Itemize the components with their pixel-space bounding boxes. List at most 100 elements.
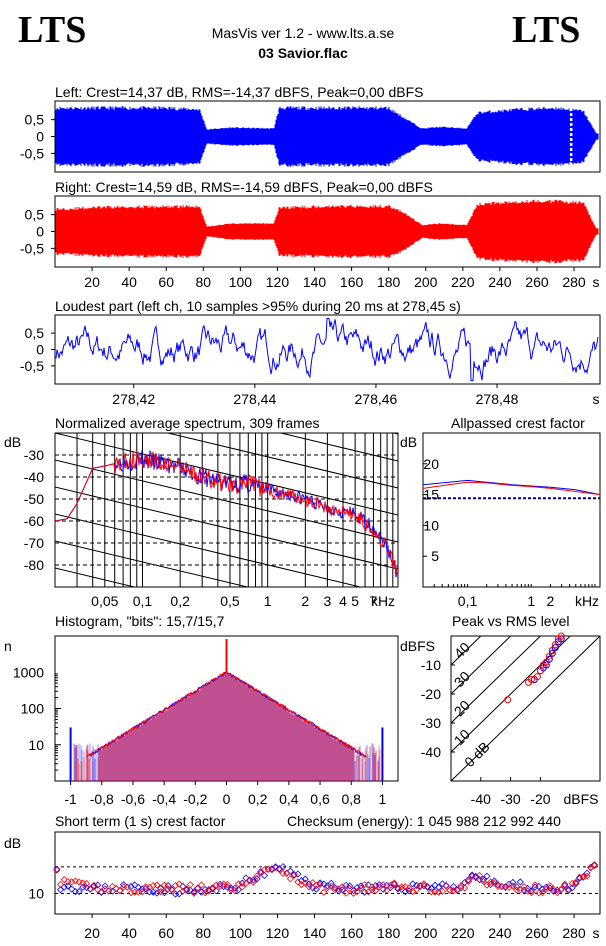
crest-xtick: 40	[121, 925, 137, 941]
crest-point-left	[561, 880, 569, 888]
spectrum-ytick: -50	[24, 491, 44, 507]
spectrum-xtick: 0,2	[170, 593, 190, 609]
crest-point-left	[212, 887, 220, 895]
crest-point-right	[390, 879, 398, 887]
crest-point-right	[357, 884, 365, 892]
crest-point-right	[286, 875, 294, 883]
crest-point-right	[561, 882, 569, 890]
peak-rms-label: Peak vs RMS level	[452, 613, 569, 629]
crest-point-right	[94, 885, 102, 894]
spectrum-xtick: 7	[370, 593, 378, 609]
crest-point-left	[576, 874, 584, 882]
spectrum-slope-line	[55, 567, 137, 587]
time-axis-label: 140	[303, 274, 327, 290]
crest-point-right	[186, 881, 194, 889]
time-axis-unit: s	[593, 274, 600, 290]
histogram-xtick: -0,6	[121, 791, 145, 807]
crest-point-right	[212, 881, 220, 889]
crest-point-right	[568, 879, 576, 888]
crest-point-left	[568, 884, 576, 892]
crest-point-left	[301, 875, 309, 883]
crest-point-right	[75, 878, 83, 886]
crest-point-right	[68, 878, 76, 886]
crest-point-right	[453, 886, 461, 894]
crest-point-right	[290, 871, 298, 879]
allpass-ytick: 10	[423, 517, 439, 533]
allpass-ytick: 15	[423, 487, 439, 503]
crest-point-left	[290, 871, 298, 879]
crest-point-right	[246, 876, 254, 884]
crest-point-right	[305, 883, 313, 891]
crest-point-right	[253, 872, 261, 880]
crest-ytick: 10	[28, 886, 44, 902]
crest-point-right	[112, 884, 120, 893]
time-axis-label: 180	[377, 274, 401, 290]
peak-rms-point-right	[551, 641, 559, 649]
allpass-ytick: 5	[431, 548, 439, 564]
crest-point-right	[475, 871, 484, 880]
crest-point-right	[557, 885, 565, 893]
crest-xtick: 60	[158, 925, 174, 941]
crest-point-left	[53, 865, 61, 873]
crest-point-right	[272, 864, 280, 872]
crest-point-right	[283, 869, 291, 878]
crest-point-right	[175, 880, 183, 888]
crest-label: Short term (1 s) crest factor	[55, 813, 226, 829]
crest-point-left	[468, 871, 476, 879]
spectrum-xtick: 0,1	[133, 593, 153, 609]
spectrum-xtick: 0,05	[91, 593, 118, 609]
loudest-xunit: s	[593, 391, 600, 407]
crest-point-right	[420, 880, 428, 888]
left-waveform-label: Left: Crest=14,37 dB, RMS=-14,37 dBFS, P…	[55, 84, 423, 100]
peak-rms-point-right	[557, 632, 565, 640]
crest-point-right	[353, 888, 361, 896]
allpass-xtick: 1	[527, 593, 535, 609]
peak-rms-point-right	[542, 658, 550, 666]
spectrum-ytick: -60	[24, 513, 44, 529]
crest-point-right	[368, 883, 376, 891]
crest-point-left	[286, 867, 294, 875]
crest-point-right	[349, 889, 358, 897]
crest-point-right	[153, 881, 161, 889]
crest-point-left	[513, 883, 521, 891]
crest-point-right	[108, 882, 117, 891]
time-axis-label: 120	[266, 274, 290, 290]
crest-point-left	[97, 888, 105, 896]
loudest-xtick-label: 278,44	[233, 391, 276, 407]
crest-point-right	[553, 889, 561, 897]
time-axis-label: 220	[451, 274, 475, 290]
crest-point-left	[464, 876, 472, 884]
crest-xtick: 100	[229, 925, 253, 941]
crest-point-right	[149, 882, 157, 890]
crest-point-right	[424, 883, 432, 892]
app-title: MasVis ver 1.2 - www.lts.a.se	[211, 25, 395, 41]
crest-point-right	[449, 887, 458, 895]
crest-point-left	[331, 884, 339, 892]
crest-point-right	[542, 885, 550, 893]
crest-point-right	[576, 873, 584, 881]
crest-point-left	[209, 885, 217, 893]
peak-rms-crest-line	[451, 636, 512, 695]
loudest-ytick: 0,5	[25, 325, 45, 341]
crest-point-right	[361, 881, 369, 889]
time-axis-label: 80	[196, 274, 212, 290]
crest-point-right	[490, 879, 498, 887]
right-waveform-label: Right: Crest=14,59 dB, RMS=-14,59 dBFS, …	[55, 179, 433, 195]
spectrum-xtick: 2	[301, 593, 309, 609]
crest-point-right	[464, 877, 472, 886]
peak-rms-ytick: -40	[421, 744, 441, 760]
crest-point-right	[123, 883, 131, 891]
crest-point-right	[242, 879, 250, 888]
crest-point-left	[327, 879, 335, 887]
spectrum-xtick: 3	[323, 593, 331, 609]
peak-rms-crest-line	[451, 636, 571, 753]
crest-point-right	[86, 885, 94, 893]
crest-point-right	[183, 885, 191, 893]
crest-point-right	[327, 882, 335, 890]
crest-point-left	[479, 875, 487, 884]
crest-point-right	[249, 878, 257, 886]
time-axis-label: 200	[414, 274, 438, 290]
spectrum-label: Normalized average spectrum, 309 frames	[55, 415, 320, 431]
crest-point-left	[338, 886, 346, 894]
crest-point-right	[90, 881, 98, 890]
